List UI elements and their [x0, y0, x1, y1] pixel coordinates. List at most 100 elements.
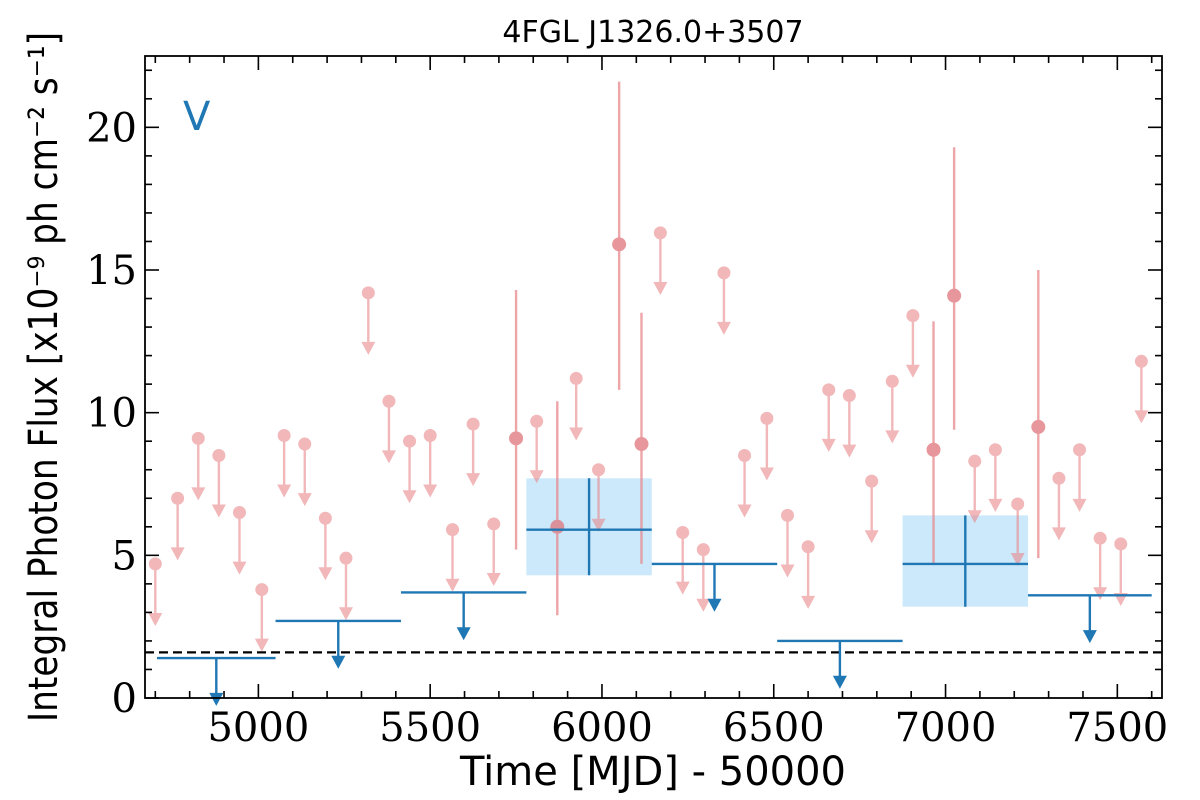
x-tick-label: 5500 [379, 705, 481, 751]
upper-limit-arrow [297, 493, 312, 507]
short-bin-upper-limit [988, 443, 1003, 512]
upper-limit-arrow [821, 438, 836, 452]
band-label: V [183, 94, 211, 140]
upper-limit-marker [446, 523, 460, 537]
upper-limit-arrow [232, 561, 247, 575]
x-tick-label: 5000 [207, 705, 309, 751]
short-bin-upper-limit [1134, 354, 1149, 424]
short-bin-upper-limit [445, 523, 460, 592]
upper-limit-arrow [466, 473, 481, 487]
short-bin-detection [612, 81, 627, 390]
upper-limit-marker [1073, 443, 1087, 457]
upper-limit-arrow [780, 564, 795, 578]
upper-limit-marker [801, 540, 815, 554]
upper-limit-marker [232, 506, 246, 520]
long-bin-upper-limit [275, 619, 401, 669]
upper-limit-marker [822, 383, 836, 397]
detection-marker [634, 437, 649, 452]
short-bin-upper-limit [338, 551, 353, 621]
long-bin-upper-limit [1028, 594, 1152, 644]
short-bin-upper-limit [1093, 531, 1108, 601]
upper-limit-marker [1114, 537, 1128, 551]
upper-limit-arrow [170, 547, 185, 561]
short-bin-upper-limit [529, 414, 544, 484]
upper-limit-arrow [1134, 410, 1149, 424]
upper-limit-marker [277, 428, 291, 442]
short-bin-upper-limit [569, 371, 584, 441]
upper-limit-marker [212, 448, 226, 462]
upper-limit-marker [191, 431, 205, 445]
short-bin-upper-limit [737, 448, 752, 518]
detection-marker [1031, 419, 1046, 434]
short-bin-upper-limit [361, 286, 376, 355]
upper-limit-arrow [842, 444, 857, 458]
x-tick-label: 6500 [723, 705, 825, 751]
short-bin-upper-limit [696, 543, 711, 612]
upper-limit-arrow [486, 573, 501, 587]
axes-frame [144, 55, 1163, 699]
short-bin-upper-limit [1010, 497, 1025, 567]
upper-limit-arrow [591, 518, 606, 532]
short-bin-detection [947, 147, 962, 430]
y-axis-label: Integral Photon Flux [x10⁻⁹ ph cm⁻² s⁻¹] [21, 32, 67, 722]
y-tick-label: 15 [86, 248, 137, 294]
upper-limit-arrow [988, 498, 1003, 512]
short-bin-upper-limit [486, 517, 501, 587]
upper-limit-arrow [381, 450, 396, 464]
upper-limit-marker [988, 443, 1002, 457]
upper-limit-arrow [148, 612, 163, 626]
upper-limit-arrow [801, 595, 816, 609]
upper-limit-arrow [338, 607, 353, 621]
short-bin-detection [509, 289, 524, 550]
upper-limit-marker [382, 394, 396, 408]
upper-limit-arrow [1072, 498, 1087, 512]
short-bin-upper-limit [466, 417, 481, 487]
y-tick-label: 10 [86, 391, 137, 437]
upper-limit-arrow [318, 567, 333, 581]
short-bin-detection [926, 321, 941, 564]
x-tick-label: 6000 [551, 705, 653, 751]
long-bin-arrow [1082, 630, 1097, 644]
upper-limit-arrow [1051, 527, 1066, 541]
upper-limit-arrow [905, 364, 920, 378]
long-bin-arrow [456, 627, 471, 641]
short-bin-upper-limit [653, 226, 668, 295]
upper-limit-marker [1134, 354, 1148, 368]
chart-title: 4FGL J1326.0+3507 [502, 15, 803, 50]
upper-limit-arrow [1010, 553, 1025, 567]
upper-limit-marker [298, 437, 312, 451]
long-bin-upper-limit [400, 591, 527, 641]
upper-limit-arrow [361, 341, 376, 355]
upper-limit-arrow [759, 467, 774, 481]
upper-limit-arrow [254, 638, 269, 652]
upper-limit-arrow [211, 504, 226, 518]
short-bin-upper-limit [759, 411, 774, 481]
short-bin-upper-limit [675, 526, 690, 595]
short-bin-upper-limit [170, 491, 185, 561]
upper-limit-arrow [885, 430, 900, 444]
detection-marker [926, 442, 941, 457]
long-bin-arrow [331, 655, 346, 669]
upper-limit-arrow [569, 427, 584, 441]
upper-limit-marker [653, 226, 667, 240]
upper-limit-marker [865, 474, 879, 488]
upper-limit-marker [1093, 531, 1107, 545]
plot-content [145, 81, 1162, 706]
upper-limit-arrow [716, 321, 731, 335]
upper-limit-marker [780, 508, 794, 522]
short-bin-upper-limit [423, 428, 438, 498]
short-bin-upper-limit [277, 428, 292, 498]
upper-limit-marker [738, 448, 752, 462]
upper-limit-marker [760, 411, 774, 425]
short-bin-upper-limit [905, 309, 920, 378]
upper-limit-arrow [423, 484, 438, 498]
long-bin-detection [526, 478, 652, 576]
detection-marker [509, 431, 524, 446]
detection-marker [550, 519, 565, 534]
upper-limit-marker [696, 543, 710, 557]
upper-limit-marker [171, 491, 185, 505]
long-bin-arrow [832, 675, 847, 689]
upper-limit-arrow [529, 470, 544, 484]
upper-limit-arrow [277, 484, 292, 498]
upper-limit-marker [592, 463, 606, 477]
